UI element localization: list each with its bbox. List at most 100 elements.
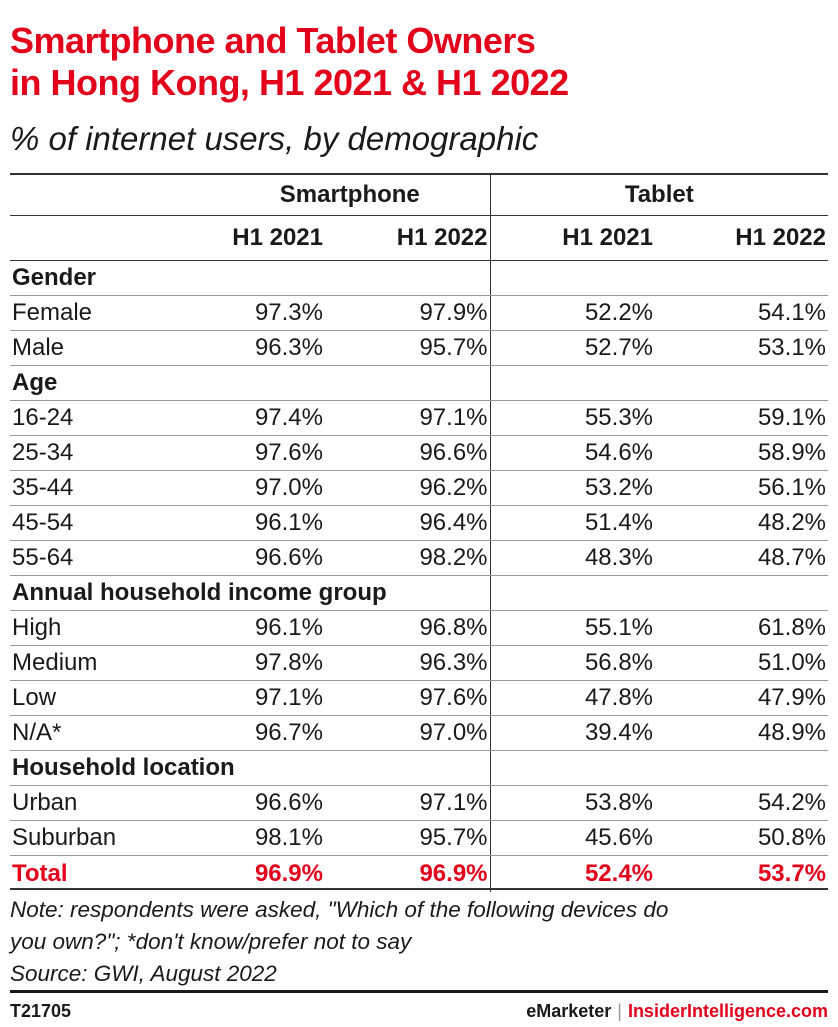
value-cell: 96.1% — [210, 610, 325, 646]
section-spacer-cell — [489, 575, 829, 611]
value-cell: 97.6% — [325, 680, 491, 716]
column-header: H1 2021 — [490, 215, 656, 261]
value-cell: 97.1% — [325, 785, 491, 821]
column-header-row: H1 2021 H1 2022 H1 2021 H1 2022 — [10, 215, 829, 261]
value-cell: 52.2% — [490, 295, 656, 331]
table-row: 16-24 97.4% 97.1% 55.3% 59.1% — [10, 400, 829, 436]
value-cell: 97.0% — [210, 470, 325, 506]
table-body: Gender Female 97.3% 97.9% 52.2% 54.1% Male 96.3… — [10, 260, 829, 892]
empty-header-cell — [10, 215, 210, 261]
row-label: Male — [10, 330, 210, 366]
table-row: Suburban 98.1% 95.7% 45.6% 50.8% — [10, 820, 829, 856]
table-row: Medium 97.8% 96.3% 56.8% 51.0% — [10, 645, 829, 681]
value-cell: 47.9% — [655, 680, 829, 716]
value-cell: 96.6% — [210, 785, 325, 821]
value-cell: 58.9% — [655, 435, 829, 471]
value-cell: 51.4% — [490, 505, 656, 541]
note-line-1: Note: respondents were asked, "Which of … — [10, 897, 669, 922]
chart-code: T21705 — [10, 1001, 72, 1021]
value-cell: 48.9% — [655, 715, 829, 751]
data-table: Smartphone Tablet H1 2021 H1 2022 H1 202… — [10, 173, 829, 892]
row-label: 45-54 — [10, 505, 210, 541]
value-cell: 97.0% — [325, 715, 491, 751]
table-row: Low 97.1% 97.6% 47.8% 47.9% — [10, 680, 829, 716]
row-label: Female — [10, 295, 210, 331]
value-cell: 55.3% — [490, 400, 656, 436]
value-cell: 96.4% — [325, 505, 491, 541]
row-label: 55-64 — [10, 540, 210, 576]
value-cell: 54.1% — [655, 295, 829, 331]
row-label: 25-34 — [10, 435, 210, 471]
value-cell: 97.4% — [210, 400, 325, 436]
total-label: Total — [12, 860, 68, 887]
total-value-cell: 53.7% — [757, 860, 827, 887]
value-cell: 97.8% — [210, 645, 325, 681]
value-cell: 95.7% — [325, 330, 491, 366]
row-label: Low — [10, 680, 210, 716]
column-header: H1 2022 — [655, 215, 829, 261]
row-label: Urban — [10, 785, 210, 821]
value-cell: 95.7% — [325, 820, 491, 856]
total-row: Total 96.9% 96.9% 52.4% 53.7% — [10, 855, 828, 892]
column-header: H1 2022 — [325, 215, 491, 261]
column-group-header-row: Smartphone Tablet — [10, 173, 829, 216]
total-value-cell: 52.4% — [584, 860, 654, 887]
empty-header-cell — [10, 173, 210, 216]
table-row: Male 96.3% 95.7% 52.7% 53.1% — [10, 330, 829, 366]
title-line-2: in Hong Kong, H1 2021 & H1 2022 — [10, 62, 569, 103]
row-label: 16-24 — [10, 400, 210, 436]
value-cell: 61.8% — [655, 610, 829, 646]
table-row: Urban 96.6% 97.1% 53.8% 54.2% — [10, 785, 829, 821]
section-label: Household location — [10, 750, 491, 786]
value-cell: 47.8% — [490, 680, 656, 716]
section-header-row: Age — [10, 365, 829, 401]
chart-notes: Note: respondents were asked, "Which of … — [10, 888, 828, 990]
value-cell: 56.8% — [490, 645, 656, 681]
value-cell: 96.3% — [210, 330, 325, 366]
row-label: 35-44 — [10, 470, 210, 506]
emarketer-brand: eMarketer — [526, 1001, 612, 1021]
column-group-smartphone: Smartphone — [210, 173, 491, 216]
value-cell: 56.1% — [655, 470, 829, 506]
section-header-row: Gender — [10, 260, 829, 296]
value-cell: 97.1% — [210, 680, 325, 716]
section-label: Gender — [10, 260, 491, 296]
value-cell: 97.6% — [210, 435, 325, 471]
value-cell: 97.3% — [210, 295, 325, 331]
value-cell: 97.9% — [325, 295, 491, 331]
chart-title: Smartphone and Tablet Owners in Hong Kon… — [10, 20, 569, 104]
value-cell: 54.2% — [655, 785, 829, 821]
value-cell: 96.8% — [325, 610, 491, 646]
section-spacer-cell — [489, 365, 829, 401]
value-cell: 54.6% — [490, 435, 656, 471]
value-cell: 96.3% — [325, 645, 491, 681]
value-cell: 96.6% — [210, 540, 325, 576]
value-cell: 98.2% — [325, 540, 491, 576]
table-row: Female 97.3% 97.9% 52.2% 54.1% — [10, 295, 829, 331]
table-row: 55-64 96.6% 98.2% 48.3% 48.7% — [10, 540, 829, 576]
value-cell: 48.2% — [655, 505, 829, 541]
value-cell: 48.7% — [655, 540, 829, 576]
value-cell: 53.2% — [490, 470, 656, 506]
value-cell: 53.1% — [655, 330, 829, 366]
note-line-2: you own?"; *don't know/prefer not to say — [10, 929, 412, 954]
row-label: Suburban — [10, 820, 210, 856]
total-value-cell: 96.9% — [325, 855, 491, 892]
insiderintelligence-link[interactable]: InsiderIntelligence.com — [627, 1001, 828, 1021]
row-label: Medium — [10, 645, 210, 681]
value-cell: 97.1% — [325, 400, 491, 436]
table-row: 35-44 97.0% 96.2% 53.2% 56.1% — [10, 470, 829, 506]
title-line-1: Smartphone and Tablet Owners — [10, 20, 536, 61]
section-label: Age — [10, 365, 491, 401]
row-label: N/A* — [10, 715, 210, 751]
section-header-row: Household location — [10, 750, 829, 786]
value-cell: 96.7% — [210, 715, 325, 751]
section-spacer-cell — [489, 750, 829, 786]
value-cell: 45.6% — [490, 820, 656, 856]
table-row: N/A* 96.7% 97.0% 39.4% 48.9% — [10, 715, 829, 751]
source-line: Source: GWI, August 2022 — [10, 961, 277, 986]
value-cell: 98.1% — [210, 820, 325, 856]
chart-subtitle: % of internet users, by demographic — [10, 120, 539, 157]
section-spacer-cell — [489, 260, 829, 296]
column-header: H1 2021 — [210, 215, 325, 261]
